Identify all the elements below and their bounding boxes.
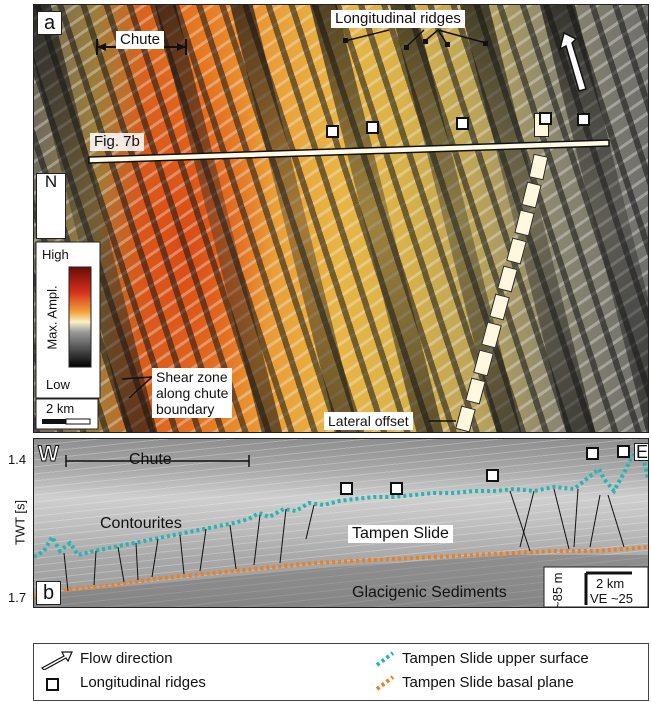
chute-section-label: Chute <box>129 451 172 468</box>
shear-zone-label: Shear zone along chute boundary <box>152 368 233 418</box>
legend-flow: Flow direction <box>80 650 173 667</box>
flow-direction-icon <box>41 651 73 670</box>
legend: Flow direction Longitudinal ridges Tampe… <box>33 643 649 701</box>
scale-label: 2 km <box>46 401 75 416</box>
y-axis-label: TWT [s] <box>12 499 28 546</box>
panel-a-label: a <box>37 11 63 35</box>
ridge-marker <box>340 482 353 495</box>
east-label: E <box>634 442 649 462</box>
west-label: W <box>38 441 60 467</box>
ridge-marker <box>390 482 403 495</box>
contourites-label: Contourites <box>100 515 182 532</box>
ridge-square-icon <box>46 678 59 691</box>
glacigenic-label: Glacigenic Sediments <box>352 584 507 601</box>
ridge-marker <box>586 447 599 460</box>
colorbar-low: Low <box>46 377 70 392</box>
ridge-marker <box>366 121 379 134</box>
basal-plane-icon <box>375 675 395 691</box>
colorbar-title: Max. Ampl. <box>44 285 60 350</box>
north-label: N <box>36 173 66 239</box>
ridge-marker <box>577 113 590 126</box>
vertical-scale-label: ~85 m <box>550 572 565 608</box>
ridge-marker <box>539 112 552 125</box>
fig-ref-label: Fig. 7b <box>90 133 144 151</box>
legend-ridges: Longitudinal ridges <box>80 674 206 691</box>
y-bottom-tick: 1.7 <box>8 590 27 605</box>
ridge-marker <box>326 125 339 138</box>
legend-basal: Tampen Slide basal plane <box>402 674 574 691</box>
colorbar-high: High <box>42 247 69 262</box>
ridge-marker <box>617 445 630 458</box>
chute-label: Chute <box>116 31 165 49</box>
y-top-tick: 1.4 <box>8 452 27 467</box>
ridges-label: Longitudinal ridges <box>331 10 465 28</box>
tampen-slide-label: Tampen Slide <box>348 525 453 543</box>
ridge-marker <box>486 469 499 482</box>
legend-upper: Tampen Slide upper surface <box>402 650 589 667</box>
panel-b-overlay <box>34 449 648 607</box>
lateral-offset-label: Lateral offset <box>324 412 413 430</box>
ridge-marker <box>456 117 469 130</box>
upper-surface-icon <box>375 651 395 667</box>
horizontal-scale-label: 2 km <box>596 576 625 591</box>
panel-a-overlay <box>35 29 610 430</box>
amplitude-map-panel: a Chute Longitudinal ridges Fig. 7b N Hi… <box>33 4 649 433</box>
ve-label: VE ~25 <box>590 591 634 606</box>
seismic-profile-panel: W E Chute Contourites Tampen Slide Glaci… <box>33 438 649 608</box>
panel-b-label: b <box>36 581 62 605</box>
